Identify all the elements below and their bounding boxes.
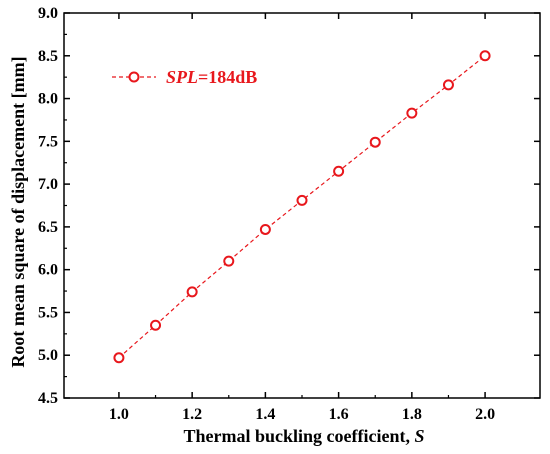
series-layer <box>113 50 491 364</box>
y-tick-label: 9.0 <box>38 5 58 22</box>
x-axis-title-italic: S <box>414 426 424 446</box>
data-point <box>296 194 308 206</box>
x-tick-label: 1.6 <box>329 406 349 423</box>
legend: SPL=184dB <box>112 67 257 87</box>
data-point <box>113 352 125 364</box>
data-point <box>442 79 454 91</box>
y-tick-label: 5.0 <box>38 347 58 364</box>
data-point <box>369 136 381 148</box>
data-point <box>479 50 491 62</box>
legend-label-italic: SPL <box>166 67 198 87</box>
legend-label: SPL=184dB <box>166 67 257 87</box>
series-line <box>118 55 486 359</box>
y-tick-label: 7.0 <box>38 176 58 193</box>
x-tick-label: 1.2 <box>182 406 202 423</box>
x-tick-label: 1.8 <box>402 406 422 423</box>
y-tick-label: 6.5 <box>38 219 58 236</box>
x-tick-label: 2.0 <box>475 406 495 423</box>
y-tick-label: 5.5 <box>38 304 58 321</box>
x-axis-title: Thermal buckling coefficient, S <box>184 426 425 446</box>
data-point <box>259 223 271 235</box>
axes: 1.0 1.2 1.4 1.6 1.8 2.0 4.5 5.0 5.5 6.0 6.5 7.0 7.5 8… <box>38 5 541 423</box>
data-point <box>223 255 235 267</box>
data-point <box>406 107 418 119</box>
y-tick-label: 8.5 <box>38 48 58 65</box>
data-point <box>150 319 162 331</box>
y-tick-label: 7.5 <box>38 133 58 150</box>
x-tick-label: 1.4 <box>255 406 275 423</box>
data-point <box>333 165 345 177</box>
y-tick-label: 6.0 <box>38 262 58 279</box>
legend-label-rest: =184dB <box>198 67 257 87</box>
y-tick-label: 4.5 <box>38 390 58 407</box>
x-axis-title-text: Thermal buckling coefficient, <box>184 426 415 446</box>
y-tick-label: 8.0 <box>38 91 58 108</box>
data-point <box>186 286 198 298</box>
x-tick-label: 1.0 <box>109 406 129 423</box>
legend-marker <box>128 71 140 83</box>
y-axis-title: Root mean square of displacement [mm] <box>8 56 28 367</box>
